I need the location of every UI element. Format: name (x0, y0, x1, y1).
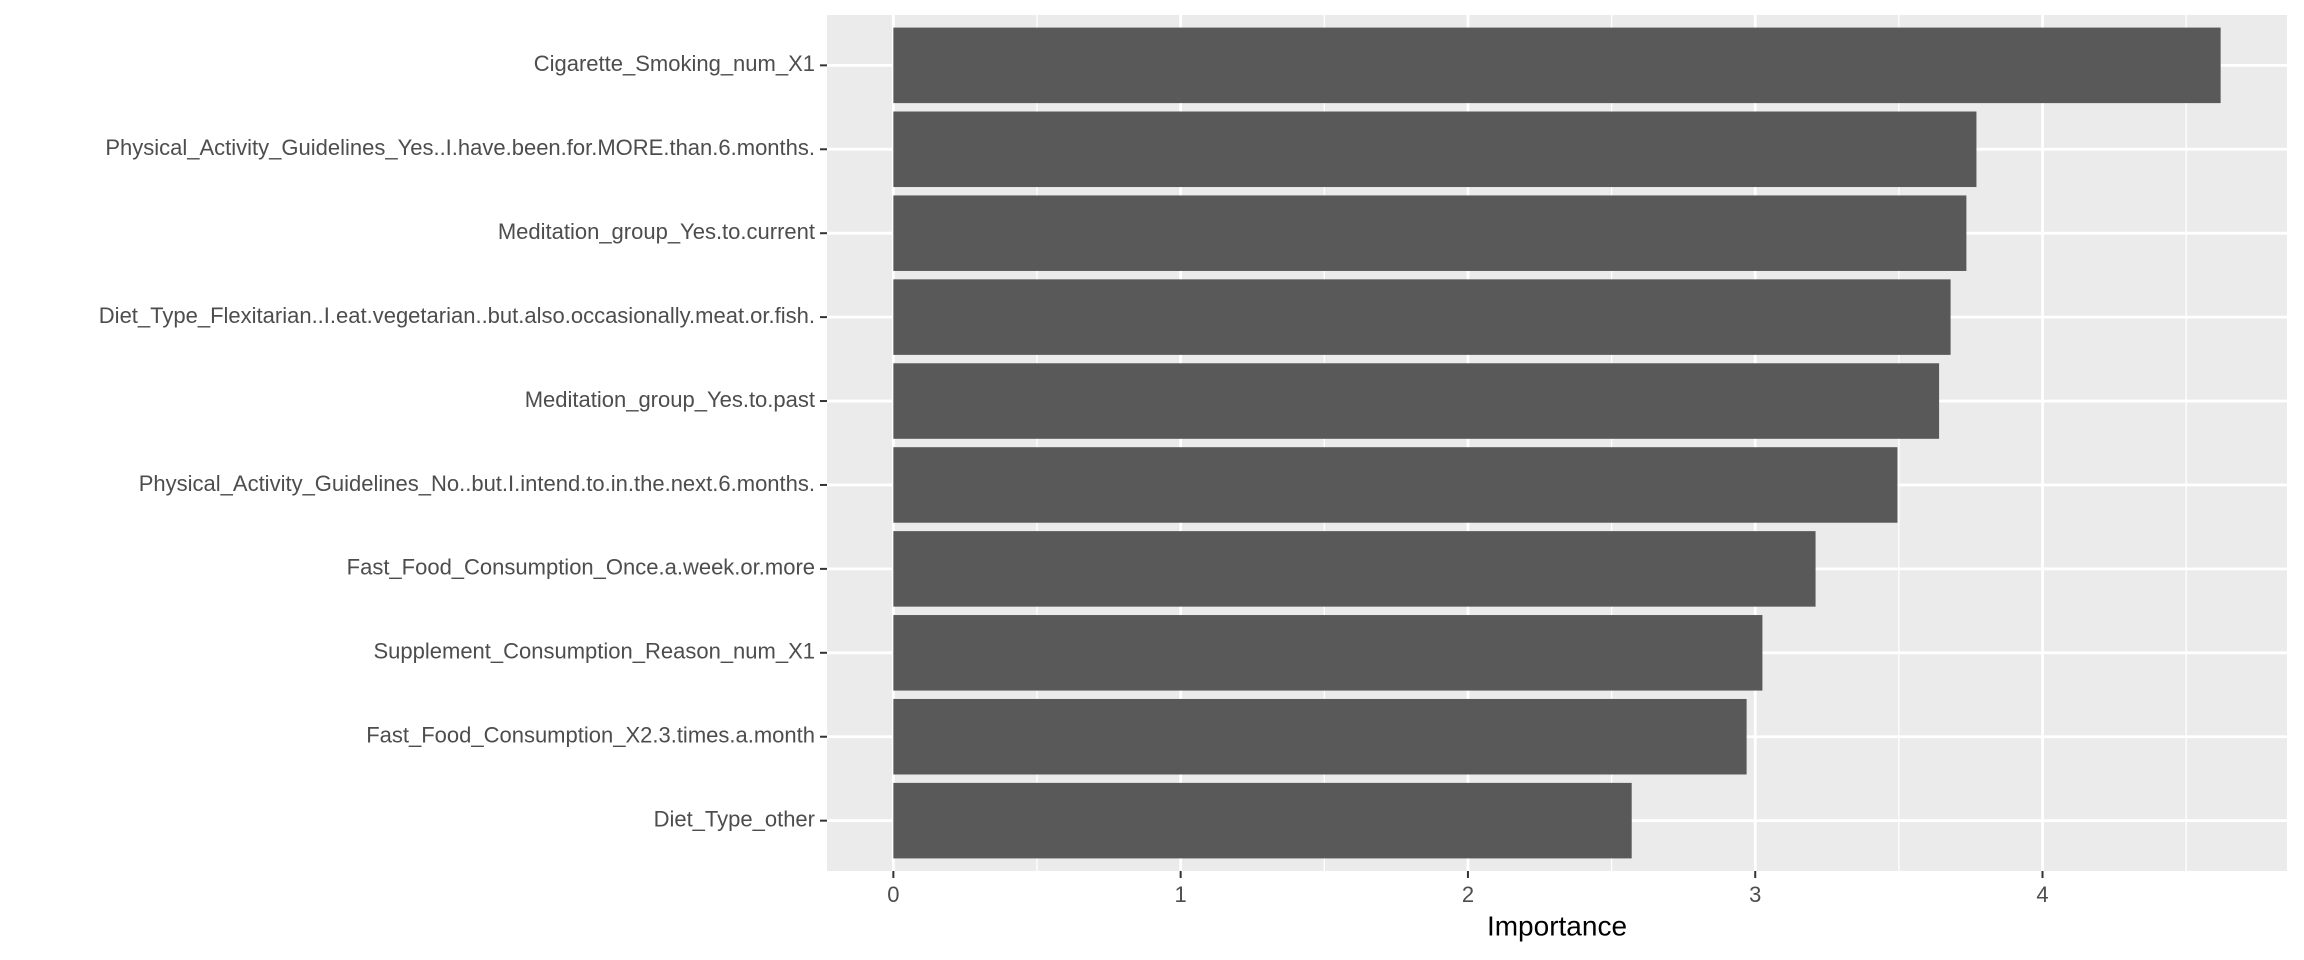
bar (893, 698, 1747, 775)
y-tick-label: Meditation_group_Yes.to.current (498, 219, 815, 244)
x-tick-label: 3 (1749, 882, 1761, 907)
y-tick-label: Physical_Activity_Guidelines_No..but.I.i… (139, 471, 815, 496)
x-tick-label: 0 (887, 882, 899, 907)
bar (893, 615, 1763, 691)
y-tick-label: Fast_Food_Consumption_X2.3.times.a.month (366, 723, 815, 748)
bar (893, 447, 1898, 523)
bar (893, 363, 1940, 439)
bar (893, 195, 1967, 271)
y-tick-label: Physical_Activity_Guidelines_Yes..I.have… (105, 135, 815, 160)
bar (893, 27, 2221, 104)
y-tick-label: Diet_Type_other (654, 806, 815, 831)
y-tick-label: Supplement_Consumption_Reason_num_X1 (373, 639, 815, 664)
bar (893, 782, 1632, 859)
y-tick-label: Diet_Type_Flexitarian..I.eat.vegetarian.… (99, 303, 815, 328)
y-tick-label: Meditation_group_Yes.to.past (525, 387, 815, 412)
x-tick-label: 4 (2036, 882, 2048, 907)
bar (893, 531, 1816, 607)
bar (893, 111, 1977, 188)
y-tick-label: Fast_Food_Consumption_Once.a.week.or.mor… (347, 555, 815, 580)
y-tick-label: Cigarette_Smoking_num_X1 (534, 51, 815, 76)
bar (893, 279, 1951, 355)
x-tick-label: 1 (1175, 882, 1187, 907)
x-axis-title: Importance (1487, 910, 1627, 941)
x-tick-label: 2 (1462, 882, 1474, 907)
